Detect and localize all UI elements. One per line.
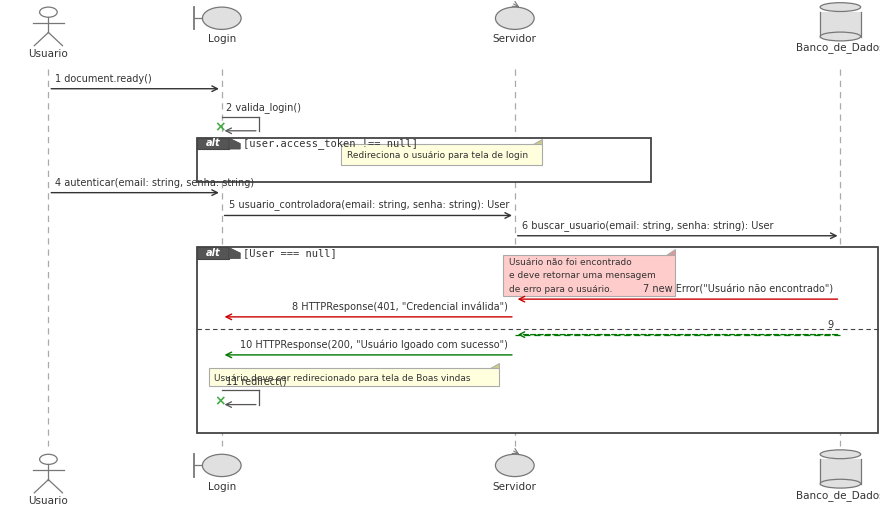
- Polygon shape: [490, 363, 499, 368]
- Text: Banco_de_Dados: Banco_de_Dados: [796, 490, 880, 501]
- Text: Usuario: Usuario: [28, 496, 69, 506]
- Circle shape: [495, 454, 534, 477]
- Text: 9: 9: [827, 319, 833, 330]
- Text: 8 HTTPResponse(401, "Credencial inválida"): 8 HTTPResponse(401, "Credencial inválida…: [292, 301, 508, 312]
- Text: Banco_de_Dados: Banco_de_Dados: [796, 43, 880, 54]
- Text: ×: ×: [214, 394, 226, 408]
- FancyBboxPatch shape: [197, 138, 229, 149]
- Polygon shape: [533, 139, 542, 144]
- Text: alt: alt: [206, 248, 220, 258]
- FancyBboxPatch shape: [197, 247, 878, 433]
- FancyBboxPatch shape: [341, 144, 542, 165]
- Ellipse shape: [820, 3, 861, 12]
- Text: Redireciona o usuário para tela de login: Redireciona o usuário para tela de login: [347, 151, 528, 160]
- Text: 7 new Error("Usuário não encontrado"): 7 new Error("Usuário não encontrado"): [643, 284, 833, 294]
- FancyBboxPatch shape: [820, 459, 861, 484]
- Text: ×: ×: [214, 120, 226, 134]
- Text: alt: alt: [206, 138, 220, 149]
- Text: [User === null]: [User === null]: [243, 248, 337, 258]
- Text: de erro para o usuário.: de erro para o usuário.: [509, 285, 612, 295]
- Text: 6 buscar_usuario(email: string, senha: string): User: 6 buscar_usuario(email: string, senha: s…: [522, 220, 774, 231]
- Text: 5 usuario_controladora(email: string, senha: string): User: 5 usuario_controladora(email: string, se…: [229, 199, 510, 210]
- Polygon shape: [666, 249, 675, 255]
- Text: 1 document.ready(): 1 document.ready(): [55, 74, 152, 84]
- Circle shape: [495, 7, 534, 29]
- FancyBboxPatch shape: [197, 138, 651, 182]
- Circle shape: [202, 454, 241, 477]
- Polygon shape: [229, 138, 240, 149]
- Ellipse shape: [820, 32, 861, 41]
- Ellipse shape: [820, 450, 861, 459]
- FancyBboxPatch shape: [197, 247, 229, 259]
- Text: Login: Login: [208, 482, 236, 492]
- Text: Servidor: Servidor: [493, 34, 537, 45]
- Text: Usuário deve ser redirecionado para tela de Boas vindas: Usuário deve ser redirecionado para tela…: [214, 374, 470, 383]
- Text: 10 HTTPResponse(200, "Usuário Igoado com sucesso"): 10 HTTPResponse(200, "Usuário Igoado com…: [240, 339, 508, 350]
- Text: 11 redirect(): 11 redirect(): [226, 376, 287, 386]
- FancyBboxPatch shape: [209, 368, 499, 386]
- Text: Servidor: Servidor: [493, 482, 537, 492]
- Text: [user.access_token !== null]: [user.access_token !== null]: [243, 138, 418, 149]
- Ellipse shape: [820, 479, 861, 488]
- Polygon shape: [229, 247, 240, 259]
- Text: Usuario: Usuario: [28, 49, 69, 59]
- Text: Login: Login: [208, 34, 236, 45]
- Text: 2 valida_login(): 2 valida_login(): [226, 101, 301, 113]
- FancyBboxPatch shape: [820, 12, 861, 37]
- Text: Usuário não foi encontrado: Usuário não foi encontrado: [509, 258, 631, 267]
- Text: e deve retornar uma mensagem: e deve retornar uma mensagem: [509, 271, 656, 280]
- Text: 4 autenticar(email: string, senha: string): 4 autenticar(email: string, senha: strin…: [55, 177, 254, 188]
- Circle shape: [202, 7, 241, 29]
- FancyBboxPatch shape: [503, 255, 675, 296]
